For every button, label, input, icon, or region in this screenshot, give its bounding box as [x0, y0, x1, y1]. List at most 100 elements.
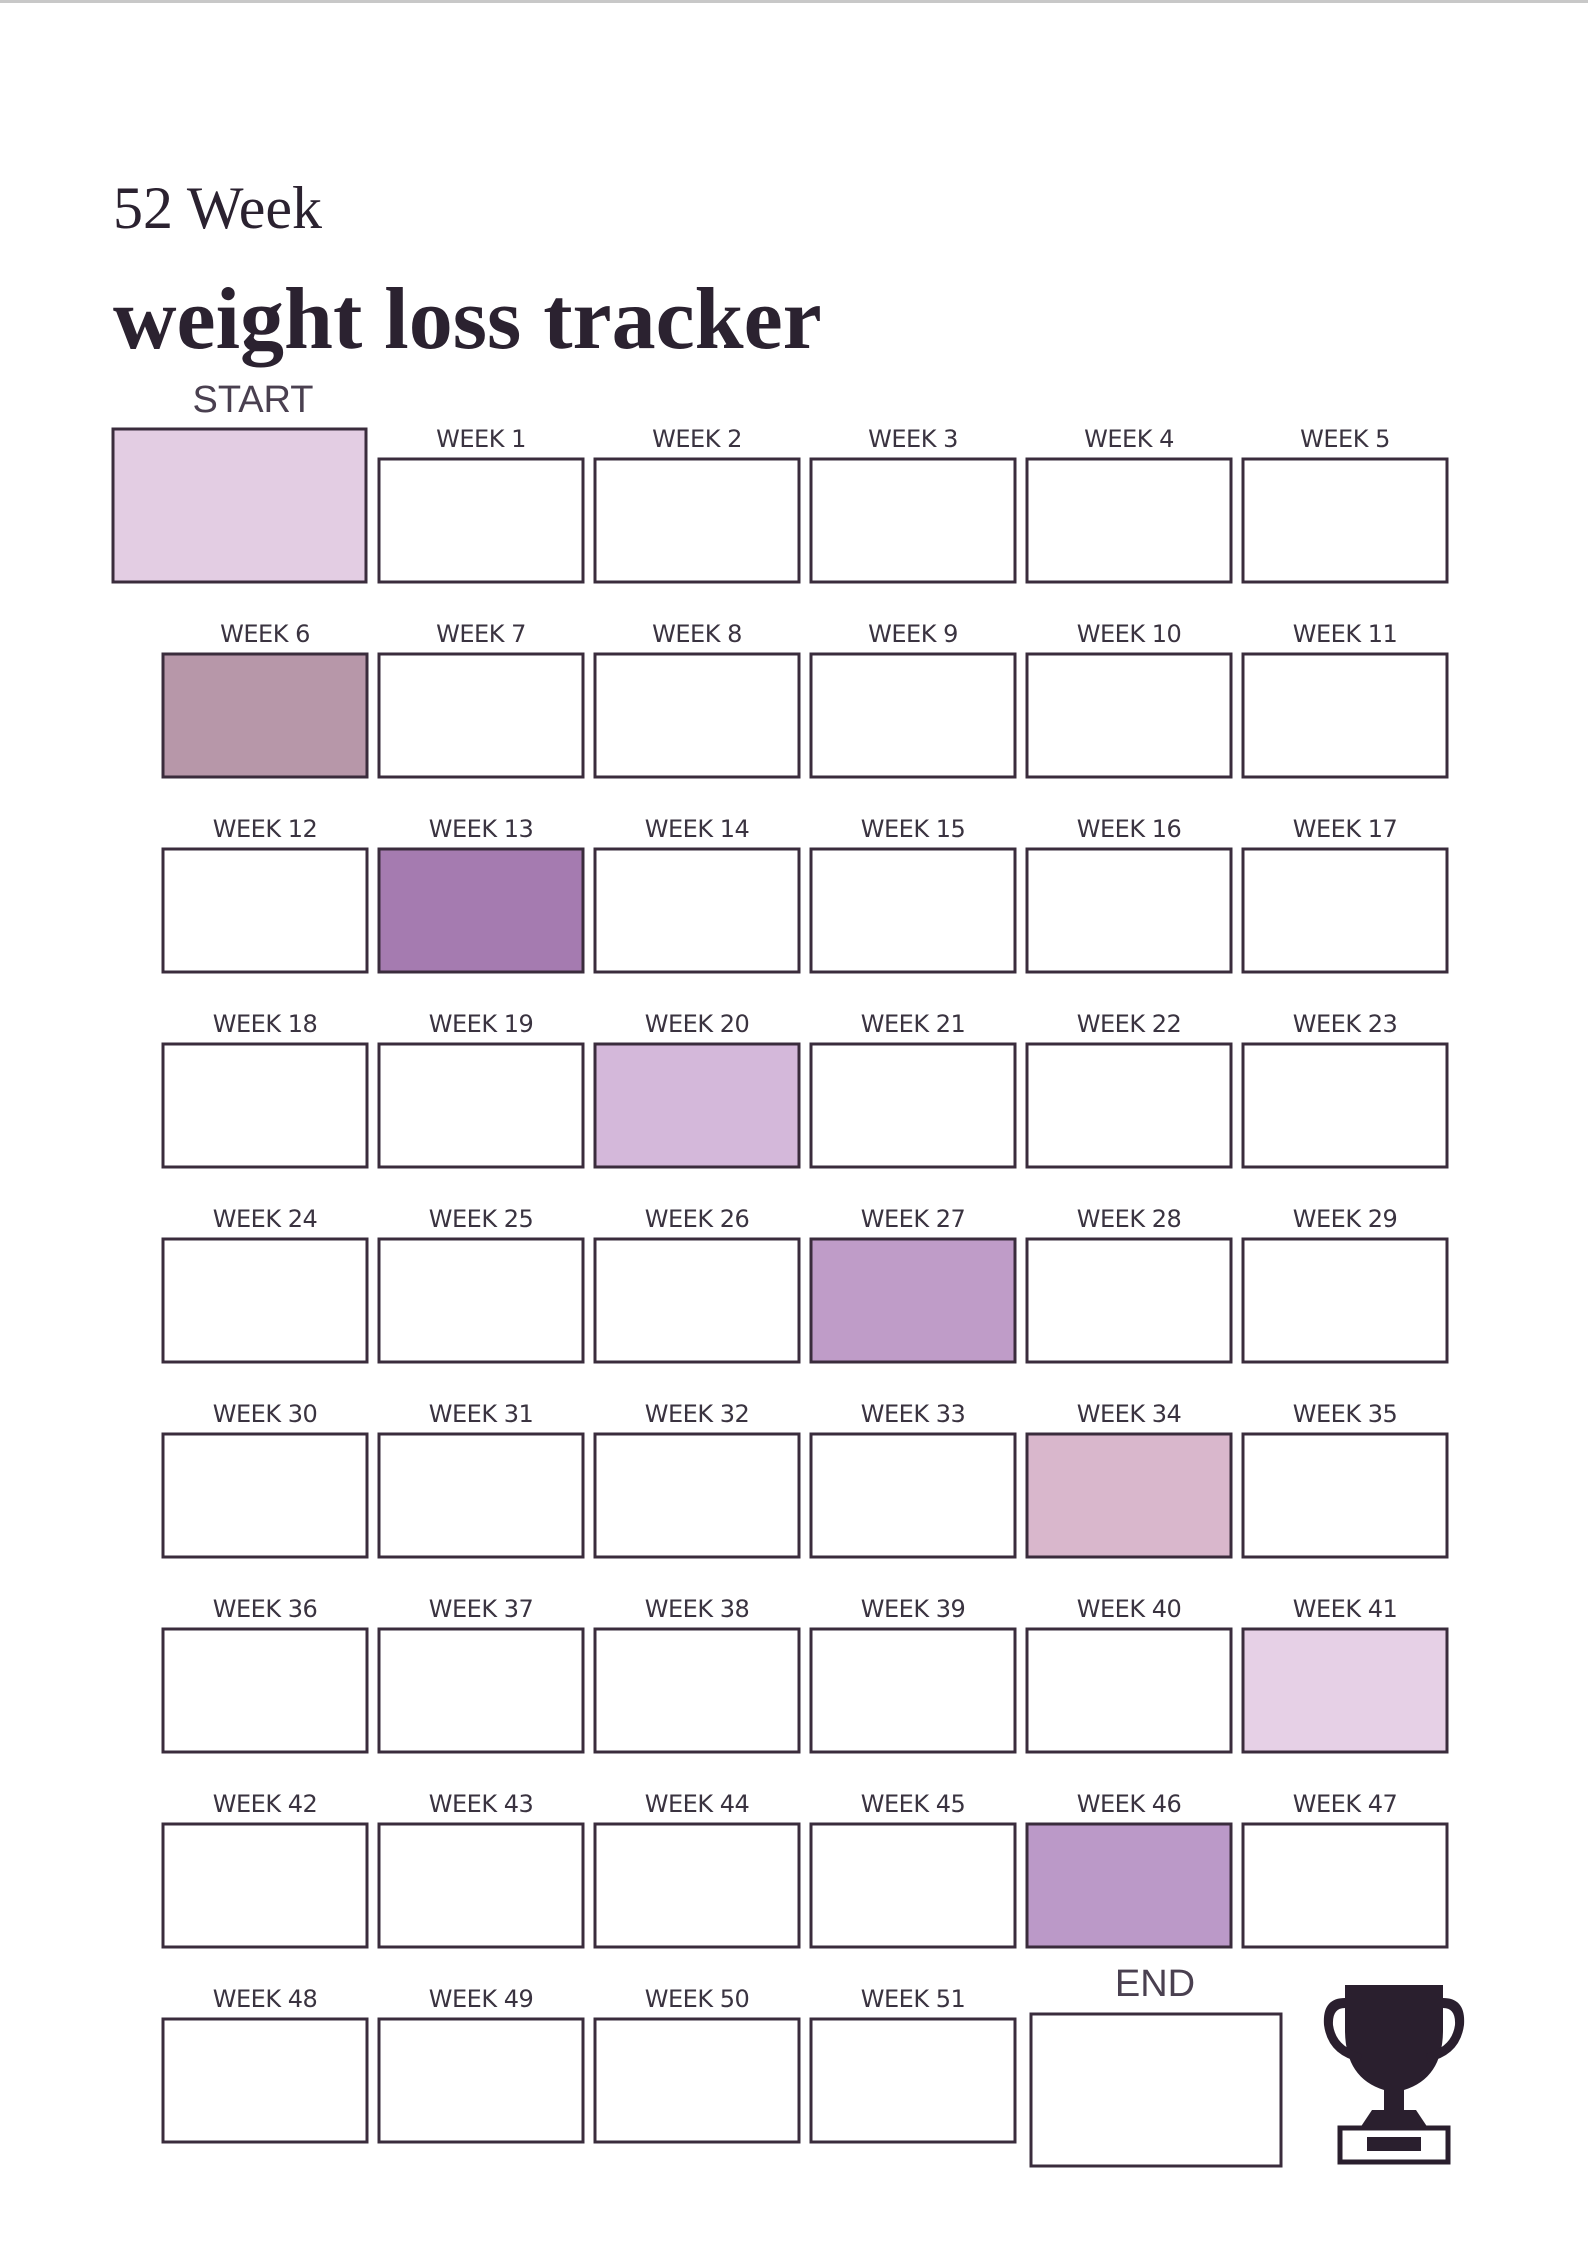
week-box: [593, 457, 801, 584]
week-label: WEEK 9: [868, 620, 958, 648]
week-box: [1241, 1432, 1449, 1559]
week-box: [161, 1432, 369, 1559]
end-label: END: [1115, 1963, 1195, 2005]
week-label: WEEK 28: [1077, 1205, 1181, 1233]
week-label: WEEK 34: [1077, 1400, 1181, 1428]
week-box: [161, 847, 369, 974]
week-label: WEEK 48: [213, 1985, 317, 2013]
week-box: [377, 652, 585, 779]
week-box: [809, 1627, 1017, 1754]
week-label: WEEK 51: [861, 1985, 965, 2013]
week-label: WEEK 16: [1077, 815, 1181, 843]
week-label: WEEK 50: [645, 1985, 749, 2013]
start-label: START: [192, 379, 313, 421]
week-box: [809, 457, 1017, 584]
week-box: [593, 1627, 801, 1754]
week-label: WEEK 25: [429, 1205, 533, 1233]
week-label: WEEK 42: [213, 1790, 317, 1818]
week-label: WEEK 43: [429, 1790, 533, 1818]
week-box: [1241, 652, 1449, 779]
week-label: WEEK 17: [1293, 815, 1397, 843]
week-box: [1241, 847, 1449, 974]
week-box: [809, 652, 1017, 779]
trophy: [1323, 1985, 1465, 2165]
week-label: WEEK 24: [213, 1205, 317, 1233]
start-box: [111, 427, 368, 584]
week-box: [593, 1432, 801, 1559]
week-label: WEEK 12: [213, 815, 317, 843]
week-box: [809, 2017, 1017, 2144]
week-box: [809, 1042, 1017, 1169]
week-box: [377, 1822, 585, 1949]
week-box: [1025, 1042, 1233, 1169]
week-label: WEEK 1: [436, 425, 526, 453]
week-label: WEEK 10: [1077, 620, 1181, 648]
week-label: WEEK 8: [652, 620, 742, 648]
week-label: WEEK 39: [861, 1595, 965, 1623]
week-label: WEEK 46: [1077, 1790, 1181, 1818]
title: weight loss tracker: [113, 271, 822, 368]
week-box: [377, 1237, 585, 1364]
week-box: [377, 847, 585, 974]
week-box: [1025, 1237, 1233, 1364]
week-box: [377, 1432, 585, 1559]
week-box: [1025, 1432, 1233, 1559]
week-label: WEEK 44: [645, 1790, 749, 1818]
week-box: [593, 2017, 801, 2144]
week-label: WEEK 26: [645, 1205, 749, 1233]
week-label: WEEK 38: [645, 1595, 749, 1623]
week-box: [593, 1237, 801, 1364]
week-label: WEEK 6: [220, 620, 310, 648]
week-label: WEEK 32: [645, 1400, 749, 1428]
week-label: WEEK 15: [861, 815, 965, 843]
week-box: [161, 1627, 369, 1754]
week-box: [161, 1042, 369, 1169]
week-label: WEEK 7: [436, 620, 526, 648]
week-box: [1025, 1822, 1233, 1949]
week-box: [377, 457, 585, 584]
top-border: [0, 0, 1588, 3]
week-box: [1025, 457, 1233, 584]
week-label: WEEK 45: [861, 1790, 965, 1818]
week-label: WEEK 4: [1084, 425, 1174, 453]
week-box: [809, 1237, 1017, 1364]
week-label: WEEK 47: [1293, 1790, 1397, 1818]
week-label: WEEK 18: [213, 1010, 317, 1038]
week-label: WEEK 13: [429, 815, 533, 843]
subtitle: 52 Week: [113, 175, 322, 241]
week-box: [377, 1627, 585, 1754]
week-label: WEEK 36: [213, 1595, 317, 1623]
week-label: WEEK 33: [861, 1400, 965, 1428]
week-box: [809, 1432, 1017, 1559]
week-box: [1241, 1627, 1449, 1754]
week-box: [1241, 1822, 1449, 1949]
week-box: [1025, 652, 1233, 779]
week-label: WEEK 3: [868, 425, 958, 453]
week-label: WEEK 41: [1293, 1595, 1397, 1623]
week-box: [1241, 457, 1449, 584]
week-box: [161, 1237, 369, 1364]
week-label: WEEK 2: [652, 425, 742, 453]
week-label: WEEK 5: [1300, 425, 1390, 453]
week-box: [593, 847, 801, 974]
week-label: WEEK 37: [429, 1595, 533, 1623]
week-box: [593, 1042, 801, 1169]
week-box: [161, 1822, 369, 1949]
week-label: WEEK 35: [1293, 1400, 1397, 1428]
week-box: [809, 1822, 1017, 1949]
week-box: [1241, 1237, 1449, 1364]
week-label: WEEK 14: [645, 815, 749, 843]
week-box: [593, 1822, 801, 1949]
week-box: [377, 1042, 585, 1169]
week-box: [161, 652, 369, 779]
week-box: [809, 847, 1017, 974]
week-box: [1025, 847, 1233, 974]
week-label: WEEK 31: [429, 1400, 533, 1428]
week-box: [1025, 1627, 1233, 1754]
week-box: [161, 2017, 369, 2144]
week-box: [377, 2017, 585, 2144]
week-label: WEEK 40: [1077, 1595, 1181, 1623]
end-box: [1029, 2012, 1283, 2168]
